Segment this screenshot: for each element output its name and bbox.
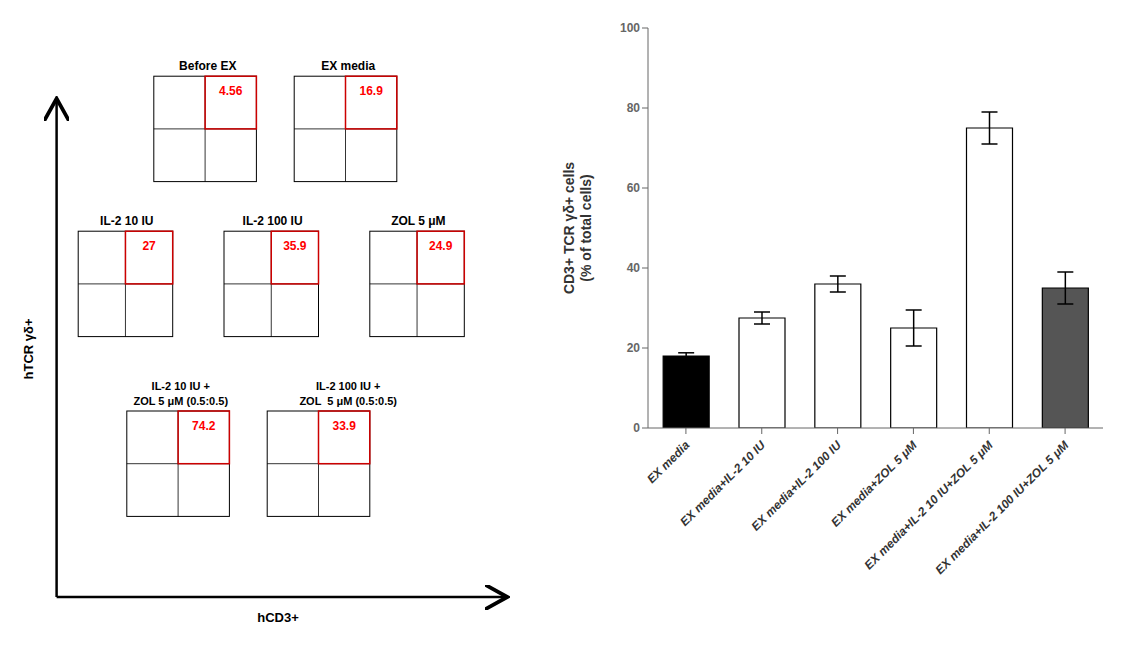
svg-text:EX media: EX media [321, 59, 375, 73]
svg-text:ZOL 5 μM (0.5:0.5): ZOL 5 μM (0.5:0.5) [134, 395, 229, 407]
svg-text:ZOL 5 μM: ZOL 5 μM [391, 214, 445, 228]
svg-text:35.9: 35.9 [283, 239, 307, 253]
svg-text:CD3+ TCR γδ+ cells(% of total: CD3+ TCR γδ+ cells(% of total cells) [561, 162, 594, 294]
svg-text:33.9: 33.9 [332, 419, 356, 433]
svg-text:IL-2 10 IU: IL-2 10 IU [100, 214, 153, 228]
svg-text:IL-2 10 IU +: IL-2 10 IU + [152, 380, 210, 392]
svg-text:EX media+IL-2 10 IU: EX media+IL-2 10 IU [677, 438, 768, 529]
svg-text:100: 100 [620, 21, 640, 35]
svg-text:IL-2 100 IU: IL-2 100 IU [243, 214, 303, 228]
svg-text:60: 60 [627, 181, 641, 195]
svg-text:0: 0 [633, 421, 640, 435]
svg-text:hTCR γδ+: hTCR γδ+ [21, 318, 36, 379]
svg-text:24.9: 24.9 [429, 239, 453, 253]
svg-text:16.9: 16.9 [359, 84, 383, 98]
svg-text:74.2: 74.2 [192, 419, 216, 433]
svg-text:40: 40 [627, 261, 641, 275]
svg-text:4.56: 4.56 [219, 84, 243, 98]
svg-text:EX media+IL-2 100 IU+ZOL 5 μM: EX media+IL-2 100 IU+ZOL 5 μM [933, 437, 1073, 577]
svg-text:ZOL 5 μM (0.5:0.5): ZOL 5 μM (0.5:0.5) [299, 395, 397, 407]
svg-text:hCD3+: hCD3+ [257, 610, 299, 625]
svg-text:IL-2 100 IU +: IL-2 100 IU + [316, 380, 381, 392]
svg-text:EX media+ZOL 5 μM: EX media+ZOL 5 μM [828, 437, 920, 529]
svg-text:Before EX: Before EX [179, 59, 236, 73]
svg-text:20: 20 [627, 341, 641, 355]
svg-text:EX media: EX media [644, 438, 692, 486]
svg-text:27: 27 [142, 239, 156, 253]
svg-text:80: 80 [627, 101, 641, 115]
svg-text:EX media+IL-2 10 IU+ZOL 5 μM: EX media+IL-2 10 IU+ZOL 5 μM [861, 437, 996, 572]
svg-text:EX media+IL-2 100 IU: EX media+IL-2 100 IU [748, 438, 844, 534]
